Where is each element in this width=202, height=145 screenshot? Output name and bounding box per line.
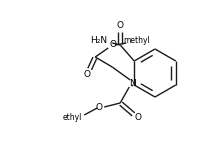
Text: O: O bbox=[116, 21, 123, 30]
Text: O: O bbox=[134, 114, 141, 123]
Text: O: O bbox=[95, 103, 102, 112]
Text: H₂N: H₂N bbox=[90, 37, 107, 46]
Text: O: O bbox=[109, 40, 116, 49]
Text: ethyl: ethyl bbox=[62, 113, 81, 122]
Text: O: O bbox=[83, 70, 90, 79]
Text: methyl: methyl bbox=[122, 37, 149, 46]
Text: N: N bbox=[128, 78, 135, 87]
